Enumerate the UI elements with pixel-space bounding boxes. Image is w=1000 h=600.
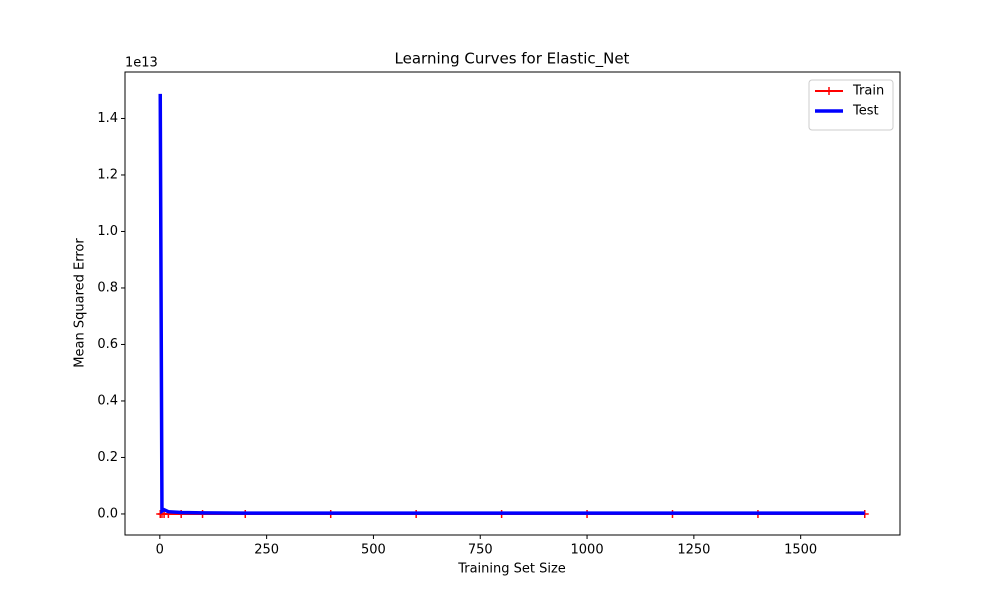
chart-title: Learning Curves for Elastic_Net bbox=[395, 50, 630, 69]
legend-label: Train bbox=[852, 84, 884, 99]
y-tick-label: 0.8 bbox=[97, 280, 118, 295]
axes-frame bbox=[124, 71, 901, 536]
legend-box bbox=[808, 79, 894, 131]
y-offset-label: 1e13 bbox=[125, 56, 158, 71]
y-tick-label: 1.0 bbox=[97, 224, 118, 239]
x-axis-label: Training Set Size bbox=[457, 562, 566, 577]
y-tick-label: 0.2 bbox=[97, 450, 118, 465]
x-tick-label: 1500 bbox=[784, 543, 817, 558]
x-tick-label: 250 bbox=[254, 543, 279, 558]
x-tick-label: 1000 bbox=[571, 543, 604, 558]
x-tick-label: 750 bbox=[468, 543, 493, 558]
line-series bbox=[158, 93, 865, 515]
y-tick-label: 1.2 bbox=[97, 167, 118, 182]
legend-label: Test bbox=[852, 104, 879, 119]
x-tick-label: 1250 bbox=[677, 543, 710, 558]
legend-marker bbox=[825, 87, 833, 95]
y-tick-label: 1.4 bbox=[97, 111, 118, 126]
y-axis-label: Mean Squared Error bbox=[73, 238, 88, 368]
x-tick-label: 500 bbox=[361, 543, 386, 558]
y-tick-label: 0.0 bbox=[97, 506, 118, 521]
y-tick-label: 0.4 bbox=[97, 393, 118, 408]
x-tick-label: 0 bbox=[156, 543, 164, 558]
y-tick-label: 0.6 bbox=[97, 337, 118, 352]
